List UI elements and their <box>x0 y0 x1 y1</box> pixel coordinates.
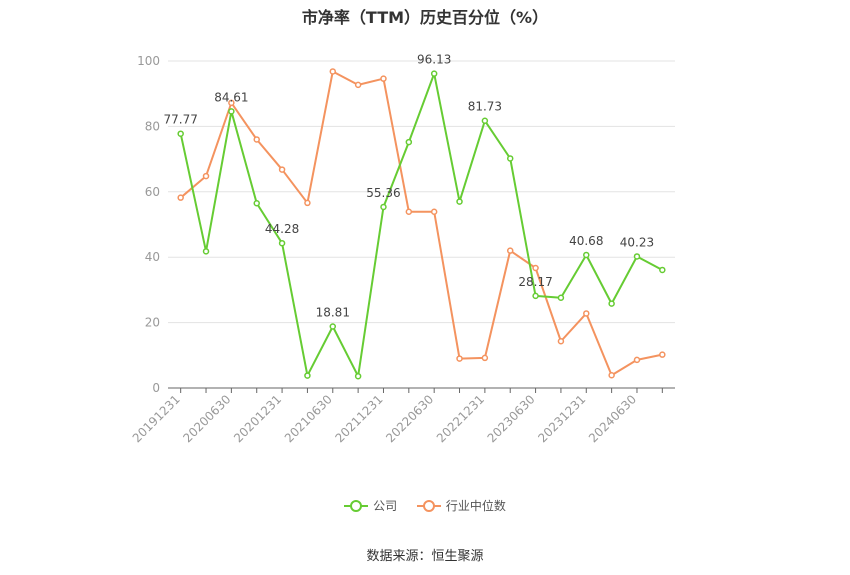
data-point[interactable] <box>354 81 362 89</box>
data-label: 18.81 <box>316 305 350 319</box>
legend: 公司 行业中位数 <box>0 497 850 516</box>
legend-label: 公司 <box>373 499 398 513</box>
y-tick-label: 80 <box>145 119 160 133</box>
data-point[interactable] <box>228 108 235 115</box>
y-tick-label: 100 <box>137 54 160 68</box>
data-point[interactable] <box>481 117 489 124</box>
data-point[interactable] <box>506 247 514 254</box>
data-point[interactable] <box>608 371 615 379</box>
data-point[interactable] <box>506 155 514 162</box>
data-point[interactable] <box>583 251 590 259</box>
data-label: 40.68 <box>569 234 603 248</box>
data-label: 28.17 <box>518 275 552 289</box>
data-point[interactable] <box>304 199 311 207</box>
legend-label: 行业中位数 <box>445 499 506 513</box>
legend-item-company[interactable]: 公司 <box>344 497 397 514</box>
x-tick-label: 20201231 <box>231 392 284 445</box>
series-line-industry-median <box>180 70 663 377</box>
data-point[interactable] <box>557 294 565 301</box>
legend-line-icon <box>416 499 441 512</box>
x-tick-label: 20221231 <box>434 392 487 445</box>
data-point[interactable] <box>633 356 641 364</box>
data-point[interactable] <box>228 99 235 107</box>
x-tick-label: 20200630 <box>180 392 233 445</box>
data-label: 44.28 <box>265 222 299 236</box>
x-tick-label: 20210630 <box>282 392 335 445</box>
data-point[interactable] <box>557 337 565 345</box>
x-tick-label: 20211231 <box>333 392 386 445</box>
x-tick-label: 20240630 <box>586 392 639 445</box>
data-point[interactable] <box>633 253 641 260</box>
data-label: 77.77 <box>163 113 197 127</box>
data-point[interactable] <box>253 136 260 143</box>
axes: 0204060801002019123120200630202012312021… <box>130 54 675 445</box>
y-tick-label: 40 <box>145 250 160 264</box>
data-point[interactable] <box>532 292 539 300</box>
data-label: 40.23 <box>620 235 654 249</box>
source-note: 数据来源：恒生聚源 <box>366 549 484 564</box>
data-label: 96.13 <box>417 53 451 67</box>
x-tick-label: 20230630 <box>485 392 538 445</box>
x-tick-label: 20191231 <box>130 392 183 445</box>
data-point[interactable] <box>430 208 438 215</box>
data-point[interactable] <box>202 248 210 255</box>
data-point[interactable] <box>405 138 413 146</box>
series-lines <box>177 68 666 380</box>
data-point[interactable] <box>304 372 311 379</box>
x-tick-label: 20220630 <box>383 392 436 445</box>
series-line-company <box>179 72 663 378</box>
data-point[interactable] <box>253 199 260 207</box>
x-tick-label: 20231231 <box>535 392 588 445</box>
data-label: 55.36 <box>366 186 400 200</box>
data-point[interactable] <box>177 194 184 201</box>
data-point[interactable] <box>456 355 463 362</box>
data-point[interactable] <box>532 264 539 272</box>
data-point[interactable] <box>278 166 286 173</box>
legend-line-icon <box>344 499 369 512</box>
data-point[interactable] <box>177 130 184 137</box>
legend-item-industry-median[interactable]: 行业中位数 <box>416 497 506 514</box>
data-point[interactable] <box>481 354 489 362</box>
y-tick-label: 0 <box>152 381 160 395</box>
data-point[interactable] <box>329 68 337 75</box>
data-point[interactable] <box>583 310 590 317</box>
data-point[interactable] <box>354 372 362 380</box>
data-label: 84.61 <box>214 90 248 104</box>
data-point[interactable] <box>380 75 387 82</box>
y-tick-label: 60 <box>145 185 160 199</box>
data-point[interactable] <box>659 351 666 358</box>
data-labels: 77.77 84.61 44.28 18.81 55.36 96.13 81.73 28.17… <box>163 53 654 320</box>
data-point[interactable] <box>608 300 615 307</box>
data-point[interactable] <box>456 198 463 205</box>
data-label: 81.73 <box>468 100 502 114</box>
data-point[interactable] <box>329 323 337 330</box>
data-point[interactable] <box>405 208 413 215</box>
data-point[interactable] <box>380 203 387 211</box>
y-tick-label: 20 <box>145 316 160 330</box>
data-point[interactable] <box>659 266 666 274</box>
data-point[interactable] <box>430 70 438 77</box>
data-point[interactable] <box>202 172 210 180</box>
chart-title: 市净率（TTM）历史百分位（%） <box>301 8 549 27</box>
data-point[interactable] <box>278 239 286 247</box>
